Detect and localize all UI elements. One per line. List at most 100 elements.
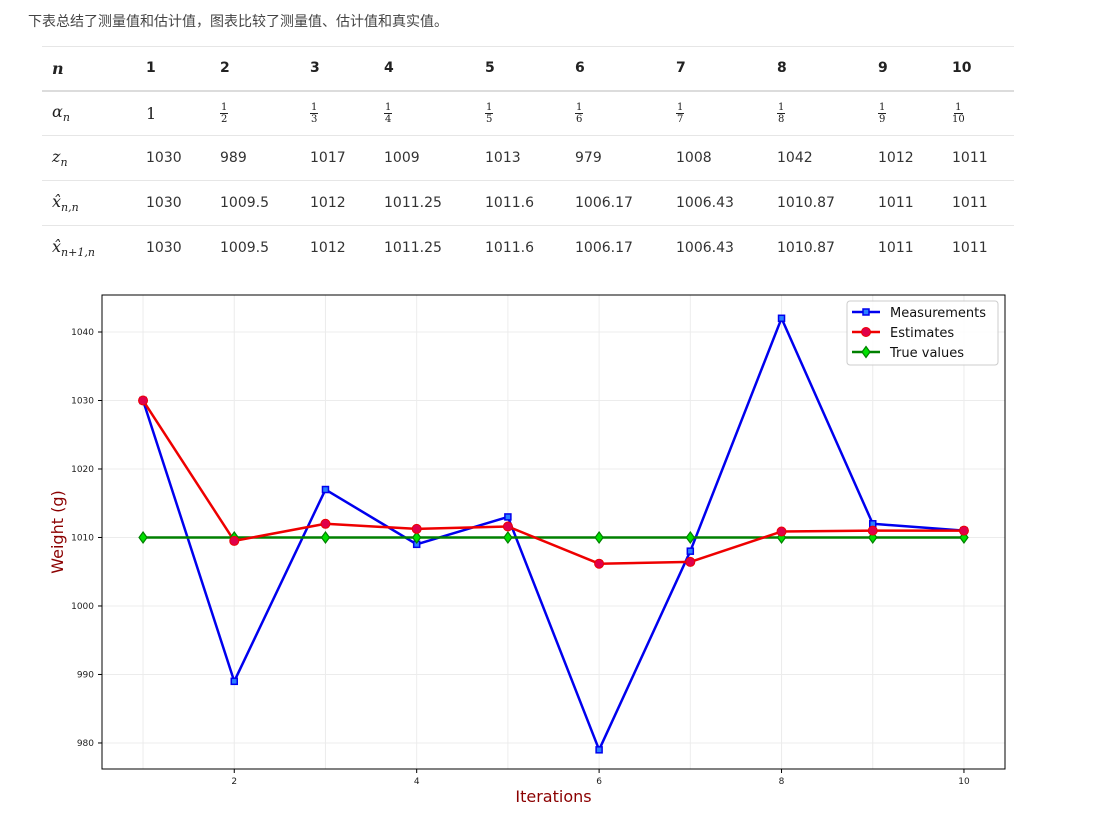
x-nn-cell: 1009.5 [220,195,269,211]
x-nn-cell: 1010.87 [777,195,835,211]
x-n1n-cell: 1011 [952,240,988,257]
measurements-point [686,547,695,555]
legend-estimates-label: Estimates [890,326,954,341]
measurements-line [141,317,965,752]
z-cell: 979 [575,150,602,166]
row-label-x-nn: x̂n,n [52,191,79,215]
estimates-point [958,525,969,536]
measurements-point [321,485,330,494]
measurements-point [595,746,603,754]
measurements-point [504,513,512,521]
y-tick-label: 1000 [71,602,94,612]
table-header-cell: 5 [485,60,495,77]
estimates-point [320,518,331,529]
weight-chart: 980 990 1000 1010 1020 1030 1040 2 4 6 8 10 Iteratio… [48,294,1006,806]
y-tick-label: 1020 [71,465,94,475]
x-nn-cell: 1011.25 [384,195,442,211]
alpha-cell: 1 [146,103,157,123]
z-cell: 1042 [777,150,813,166]
measurements-point [230,677,239,686]
true-values-point [138,530,148,545]
legend-true-values-label: True values [889,346,964,361]
estimates-point [867,525,878,536]
x-n1n-cell: 1010.87 [777,240,835,257]
true-values-point [685,530,696,545]
y-axis-label: Weight (g) [48,490,67,573]
x-nn-cell: 1006.17 [575,195,633,211]
estimates-point [411,523,422,534]
estimates-line [141,399,964,565]
x-n1n-cell: 1006.17 [575,240,633,257]
x-nn-cell: 1011.6 [485,195,534,211]
legend-measurements-label: Measurements [890,306,986,321]
y-tick-label: 980 [77,739,94,749]
table-row-x-nn: x̂n,n 1030 1009.5 1012 1011.25 1011.6 10… [42,181,1014,226]
estimates-point [776,526,787,537]
x-n1n-cell: 1011.6 [485,240,534,257]
z-cell: 1008 [676,150,712,166]
y-tick-label: 1010 [71,533,94,543]
table-header-cell: 10 [952,60,972,77]
x-tick-label: 2 [231,777,237,787]
estimates-point [138,395,149,406]
header-n-symbol: n [52,58,64,78]
legend-estimates-marker [861,327,871,337]
measurements-point [777,314,786,323]
x-n1n-cell: 1011.25 [384,240,442,257]
true-values-point [503,530,513,545]
x-nn-cell: 1011 [878,195,914,211]
table-header-cell: 4 [384,60,394,77]
table-header-cell: 8 [777,60,787,77]
z-cell: 1011 [952,150,988,166]
alpha-cell: 1 10 [952,101,965,125]
x-nn-cell: 1011 [952,195,988,211]
x-nn-cell: 1012 [310,195,346,211]
y-tick-label: 1030 [71,396,94,406]
y-tick-label: 1040 [71,328,94,338]
table-row-z: zn 1030 989 1017 1009 1013 979 1008 1042… [42,136,1014,181]
x-n1n-cell: 1006.43 [676,240,734,257]
z-cell: 1012 [878,150,914,166]
z-cell: 1009 [384,150,420,166]
row-label-alpha: αn [52,102,70,125]
table-header-cell: 3 [310,60,320,77]
z-cell: 1030 [146,150,182,166]
z-cell: 1017 [310,150,346,166]
x-nn-cell: 1030 [146,195,182,211]
table-row-x-n1n: x̂n+1,n 1030 1009.5 1012 1011.25 1011.6 … [42,226,1014,271]
table-header-cell: 1 [146,60,156,77]
true-values-point [320,530,331,545]
x-tick-label: 6 [596,777,602,787]
row-label-z: zn [52,146,68,170]
estimates-point [685,556,696,567]
y-tick-label: 990 [77,670,94,680]
x-tick-label: 8 [779,777,785,787]
legend-measurements-marker [862,308,870,316]
z-cell: 989 [220,150,247,166]
x-n1n-cell: 1011 [878,240,914,257]
x-n1n-cell: 1012 [310,240,346,257]
x-tick-label: 4 [414,777,420,787]
table-header-cell: 6 [575,60,585,77]
table-header-cell: 2 [220,60,230,77]
x-axis-label: Iterations [515,787,591,806]
table-header-row: n 1 2 3 4 5 6 7 8 9 10 [42,46,1014,91]
x-tick-label: 10 [958,777,970,787]
true-values-point [594,530,604,545]
x-n1n-cell: 1030 [146,240,182,257]
row-label-x-n1n: x̂n+1,n [52,237,95,260]
table-header-cell: 7 [676,60,686,77]
legend-box [846,300,999,366]
z-cell: 1013 [485,150,521,166]
estimates-point [229,535,240,546]
estimates-point [594,558,605,569]
